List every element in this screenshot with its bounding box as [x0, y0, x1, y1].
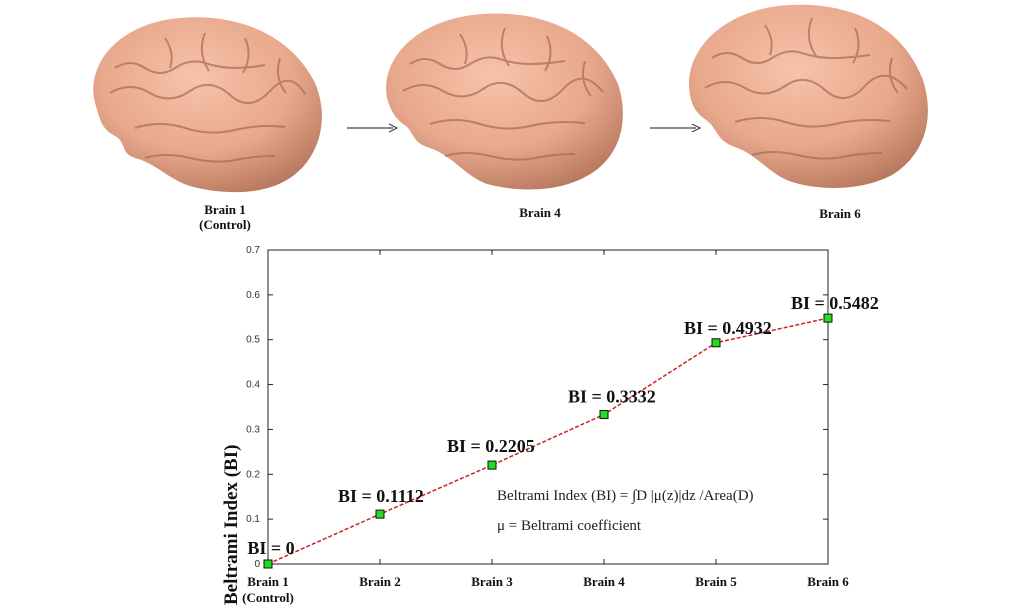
y-tick-label: 0.7	[246, 245, 260, 256]
point-labels: BI = 0 BI = 0.1112 BI = 0.2205 BI = 0.3332 B…	[247, 293, 878, 558]
chart-axes	[267, 249, 829, 565]
x-tick-labels: Brain 1(Control) Brain 2 Brain 3 Brain 4 Bra…	[242, 574, 849, 605]
series-line	[267, 317, 829, 565]
formula-line-1: Beltrami Index (BI) = ∫D |μ(z)|dz /Area(…	[497, 488, 754, 504]
x-tick-sublabel: (Control)	[242, 590, 294, 605]
brain-6-label: Brain 6	[819, 206, 861, 221]
data-point-label: BI = 0.3332	[568, 387, 656, 407]
data-point-label: BI = 0	[247, 538, 294, 558]
x-tick-label: Brain 2	[359, 574, 401, 589]
brain-progression-row: Brain 1 (Control) Brain 4	[0, 0, 1024, 245]
data-point-label: BI = 0.1112	[338, 486, 424, 506]
series-markers	[263, 313, 833, 569]
plot-frame	[267, 249, 829, 565]
x-tick-label: Brain 4	[583, 574, 625, 589]
progression-arrow-icon	[347, 123, 399, 133]
brain-1-image	[93, 17, 322, 193]
y-tick-label: 0.6	[246, 290, 260, 301]
series-line-path	[267, 317, 829, 565]
brain-1-label: Brain 1	[204, 202, 246, 217]
data-point-label: BI = 0.4932	[684, 318, 772, 338]
data-point-marker	[599, 410, 609, 420]
y-tick-label: 0.4	[246, 380, 260, 391]
y-tick-label: 0.1	[246, 514, 260, 525]
x-tick-label: Brain 5	[695, 574, 737, 589]
brain-4-image	[386, 13, 623, 190]
data-point-marker	[375, 509, 385, 519]
data-point-marker	[263, 559, 273, 569]
brain-4-caption: Brain 4	[485, 205, 595, 220]
y-tick-label: 0.2	[246, 469, 260, 480]
x-tick-label: Brain 6	[807, 574, 849, 589]
beltrami-index-chart: 00.10.20.30.40.50.60.7 Brain 1(Control)B…	[221, 245, 879, 605]
x-tick-label: Brain 3	[471, 574, 513, 589]
y-tick-label: 0.5	[246, 335, 260, 346]
y-axis-label: Beltrami Index (BI)	[221, 445, 242, 605]
data-point-marker	[711, 338, 721, 348]
x-tick-label: Brain 1	[247, 574, 289, 589]
brain-1-sublabel: (Control)	[199, 217, 251, 232]
brain-1-caption: Brain 1 (Control)	[170, 202, 280, 232]
brain-4-label: Brain 4	[519, 205, 561, 220]
y-tick-labels: 0 0.1 0.2 0.3 0.4 0.5 0.6 0.7	[246, 245, 260, 570]
y-tick-label: 0	[254, 559, 260, 570]
formula-line-2: μ = Beltrami coefficient	[497, 518, 642, 534]
data-point-marker	[823, 313, 833, 323]
y-tick-label: 0.3	[246, 424, 260, 435]
data-point-label: BI = 0.2205	[447, 436, 535, 456]
data-point-marker	[487, 460, 497, 470]
data-point-label: BI = 0.5482	[791, 293, 879, 313]
progression-arrow-icon	[650, 123, 702, 133]
brain-6-image	[689, 4, 928, 188]
brain-6-caption: Brain 6	[785, 206, 895, 221]
